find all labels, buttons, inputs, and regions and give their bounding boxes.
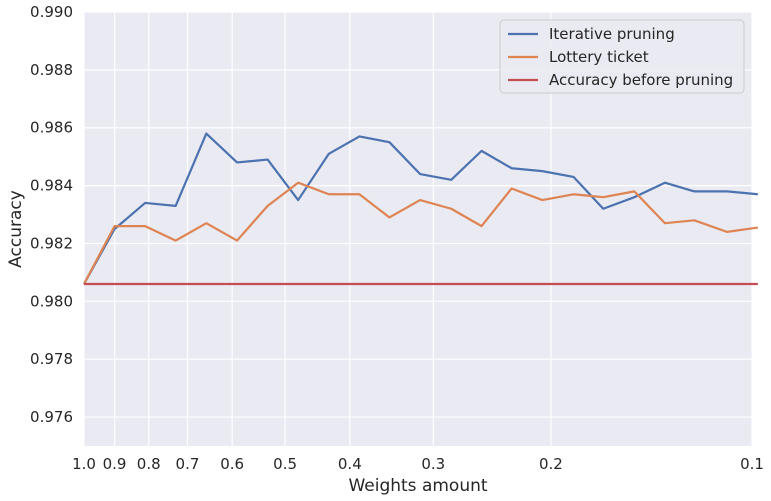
legend-frame: [499, 19, 745, 94]
legend-label-2: Accuracy before pruning: [549, 71, 733, 89]
y-tick-label: 0.982: [30, 234, 73, 252]
legend: Iterative pruning Lottery ticket Accuracy …: [499, 19, 745, 94]
y-tick-label: 0.990: [30, 3, 73, 21]
y-axis-title: Accuracy: [6, 190, 26, 268]
y-tick-label: 0.976: [30, 408, 73, 426]
x-tick-label: 0.3: [421, 455, 445, 473]
y-tick-label: 0.986: [30, 119, 73, 137]
legend-label-0: Iterative pruning: [549, 25, 675, 43]
x-tick-label: 0.8: [137, 455, 161, 473]
series-group: [83, 132, 759, 286]
x-tick-label: 0.9: [103, 455, 127, 473]
x-tick-label: 0.2: [539, 455, 563, 473]
x-tick-label: 1.0: [72, 455, 96, 473]
x-tick-label: 0.4: [338, 455, 362, 473]
x-tick-label: 0.7: [176, 455, 200, 473]
y-tick-labels: 0.976 0.978 0.980 0.982 0.984 0.986 0.988 0.990: [30, 3, 73, 426]
x-tick-label: 0.6: [220, 455, 244, 473]
y-tick-label: 0.978: [30, 350, 73, 368]
y-tick-label: 0.980: [30, 292, 73, 310]
x-axis-title: Weights amount: [348, 476, 487, 496]
x-tick-labels: 1.0 0.9 0.8 0.7 0.6 0.5 0.4 0.3 0.2 0.1: [72, 455, 764, 473]
x-tick-label: 0.1: [740, 455, 764, 473]
x-tick-label: 0.5: [273, 455, 297, 473]
series-line-0: [83, 132, 758, 285]
series-line-1: [83, 181, 759, 285]
y-tick-label: 0.988: [30, 61, 73, 79]
y-tick-label: 0.984: [30, 177, 73, 195]
legend-label-1: Lottery ticket: [549, 48, 649, 66]
